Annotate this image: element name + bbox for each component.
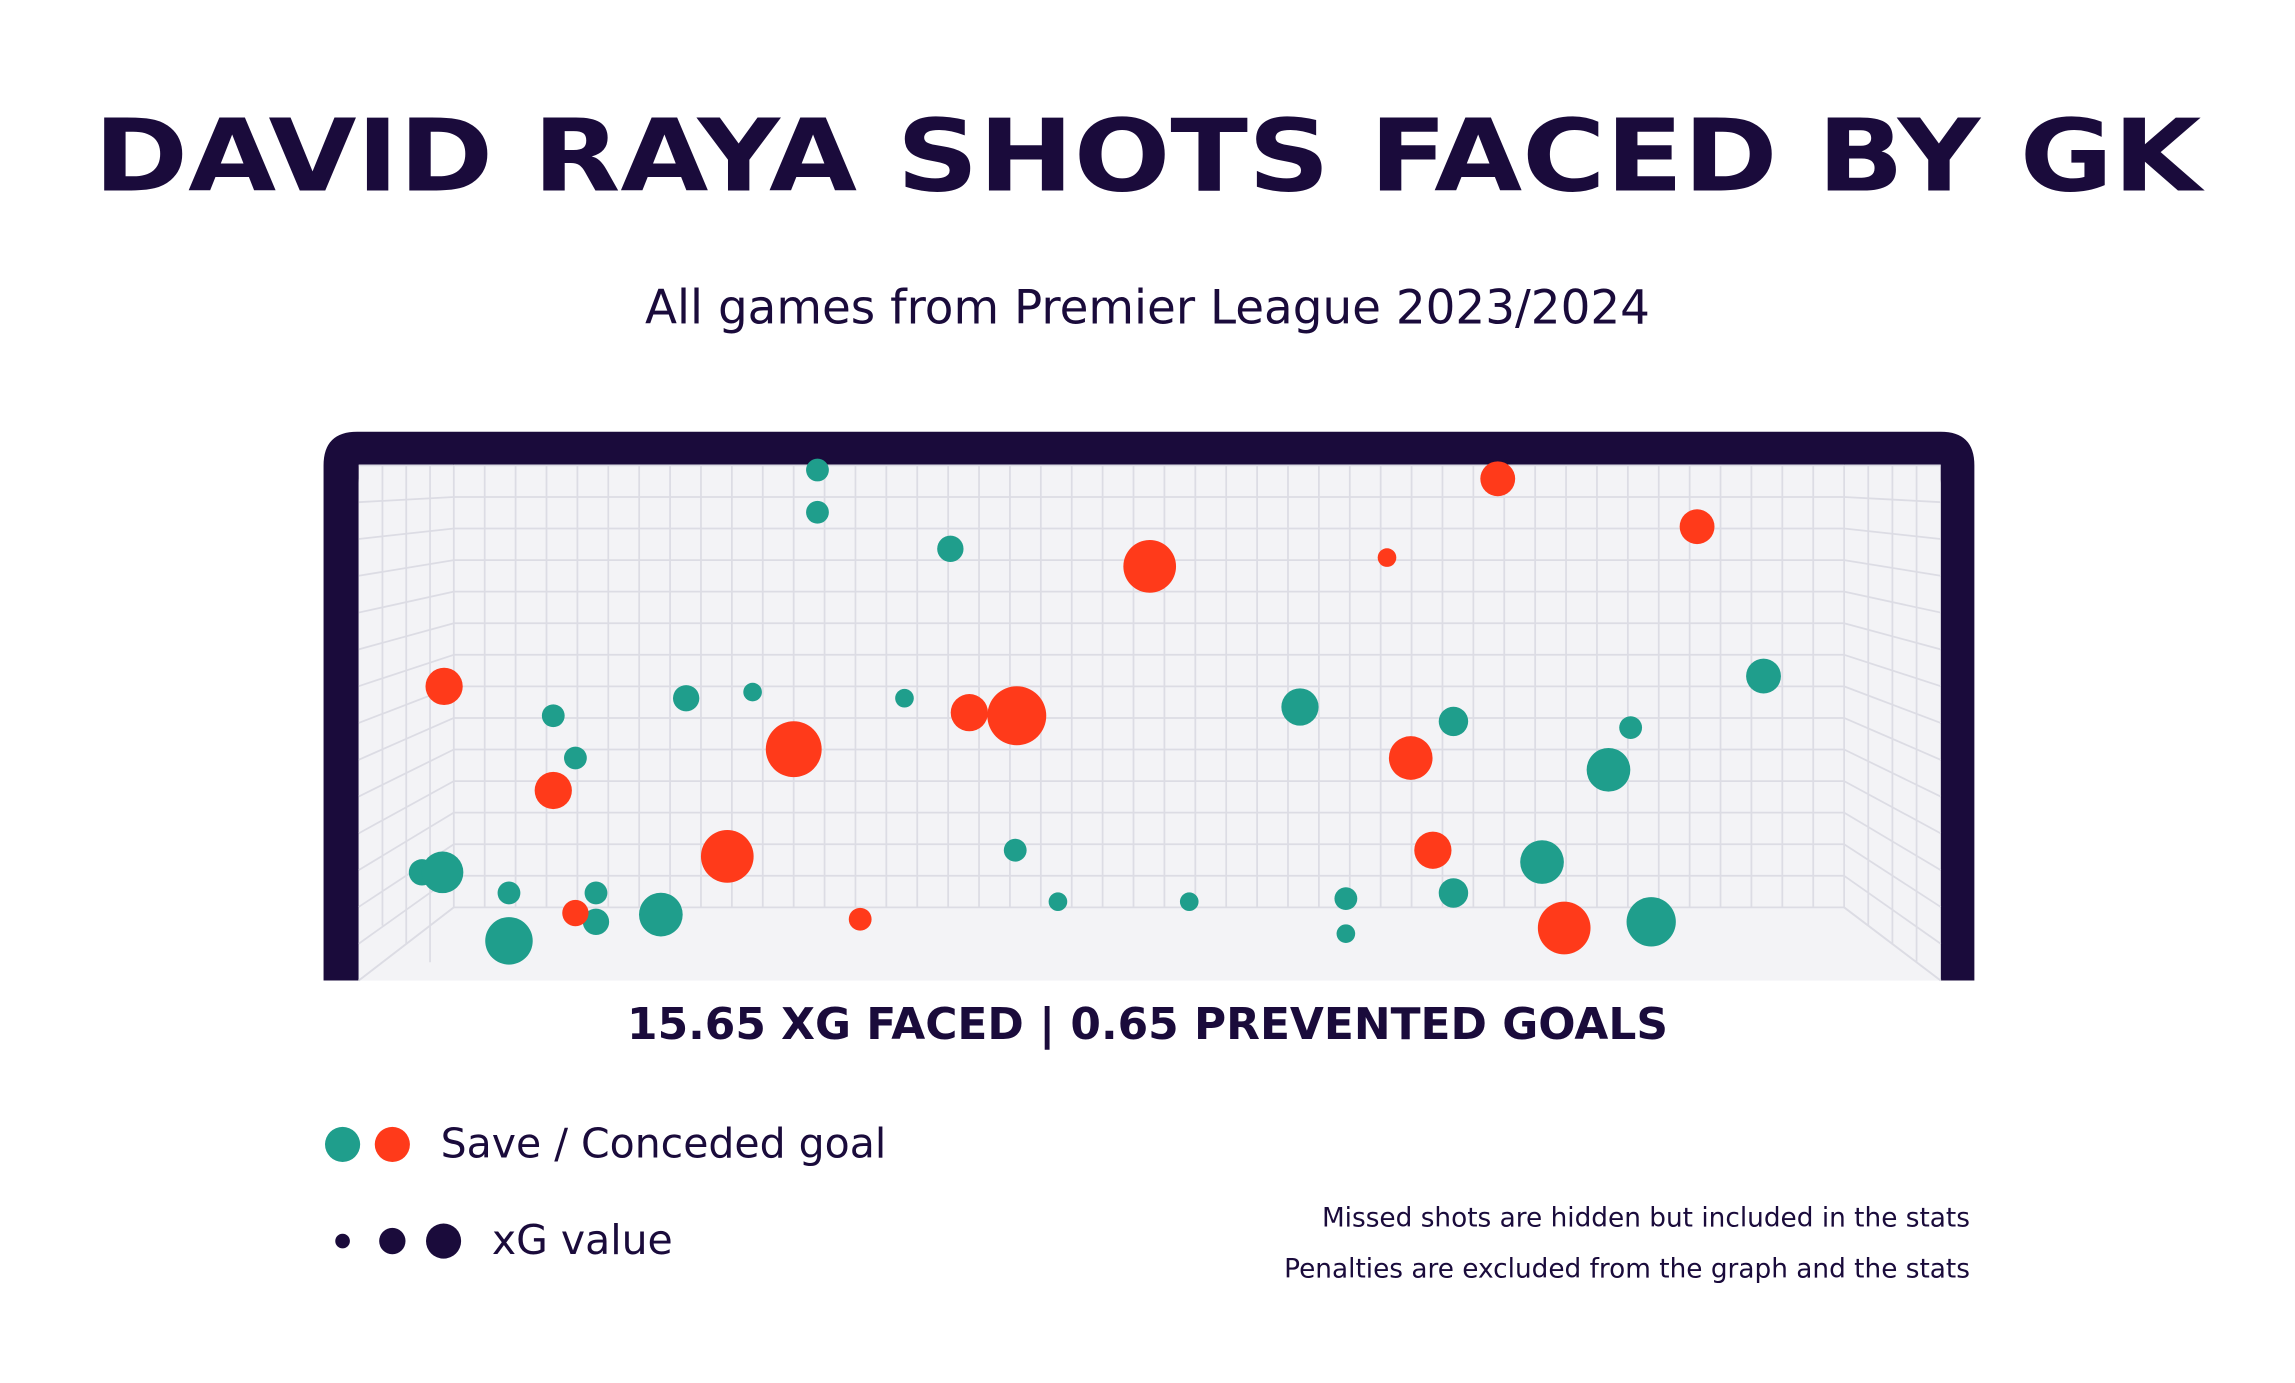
shot xyxy=(582,908,610,935)
shot xyxy=(1438,706,1469,737)
chart-subtitle: All games from Premier League 2023/2024 xyxy=(645,281,1650,335)
shot xyxy=(639,892,683,937)
shot xyxy=(672,685,700,712)
shot xyxy=(1746,658,1781,694)
shot xyxy=(700,830,754,883)
shot xyxy=(1048,892,1068,912)
shot xyxy=(485,917,533,965)
net-line xyxy=(358,906,455,982)
shot xyxy=(950,694,988,732)
legend-size-dot xyxy=(379,1227,406,1255)
shot xyxy=(1123,540,1177,593)
shot xyxy=(848,907,872,931)
legend-size-dot xyxy=(335,1233,350,1249)
shot xyxy=(1626,897,1676,947)
shot xyxy=(425,667,463,706)
shot xyxy=(765,721,822,778)
shot xyxy=(1336,924,1356,943)
shot xyxy=(1388,736,1433,780)
note: Missed shots are hidden but included in … xyxy=(1322,1203,1970,1233)
shot xyxy=(1281,688,1319,726)
shot xyxy=(1537,901,1591,955)
shot xyxy=(1480,461,1516,497)
shot xyxy=(1377,548,1397,567)
shot xyxy=(1619,716,1643,740)
summary: 15.65 XG FACED | 0.65 PREVENTED GOALS xyxy=(627,999,1668,1050)
net-grid xyxy=(358,464,1942,982)
shot xyxy=(987,686,1047,746)
legend-size: xG value xyxy=(492,1216,673,1264)
shot xyxy=(743,682,762,702)
note: Penalties are excluded from the graph an… xyxy=(1284,1255,1970,1285)
shot xyxy=(497,881,521,905)
shot xyxy=(1679,509,1715,545)
shot xyxy=(421,851,464,894)
chart-title: DAVID RAYA SHOTS FACED BY GK xyxy=(94,99,2206,214)
shot xyxy=(1520,840,1564,884)
shot xyxy=(1414,831,1452,869)
legend-size-dot xyxy=(425,1223,462,1259)
legend-color-dot xyxy=(374,1126,410,1163)
legend: Save / Conceded goal xG value xyxy=(325,1120,887,1264)
shot xyxy=(1179,892,1199,912)
shot xyxy=(1438,878,1469,908)
shot xyxy=(584,881,608,905)
legend-color-dot xyxy=(325,1126,361,1163)
shot xyxy=(937,535,964,563)
legend-outcome: Save / Conceded goal xyxy=(441,1120,887,1168)
shot xyxy=(562,899,589,927)
shot xyxy=(534,771,572,810)
shot xyxy=(564,746,587,770)
shot xyxy=(806,458,829,482)
shot xyxy=(1334,887,1358,911)
shots xyxy=(408,458,1781,965)
goal xyxy=(323,431,1975,982)
shot xyxy=(541,704,565,728)
shot xyxy=(895,688,914,708)
shot xyxy=(1003,838,1027,862)
shot xyxy=(1586,748,1631,792)
shot xyxy=(806,500,829,524)
net-line xyxy=(1843,906,1942,982)
